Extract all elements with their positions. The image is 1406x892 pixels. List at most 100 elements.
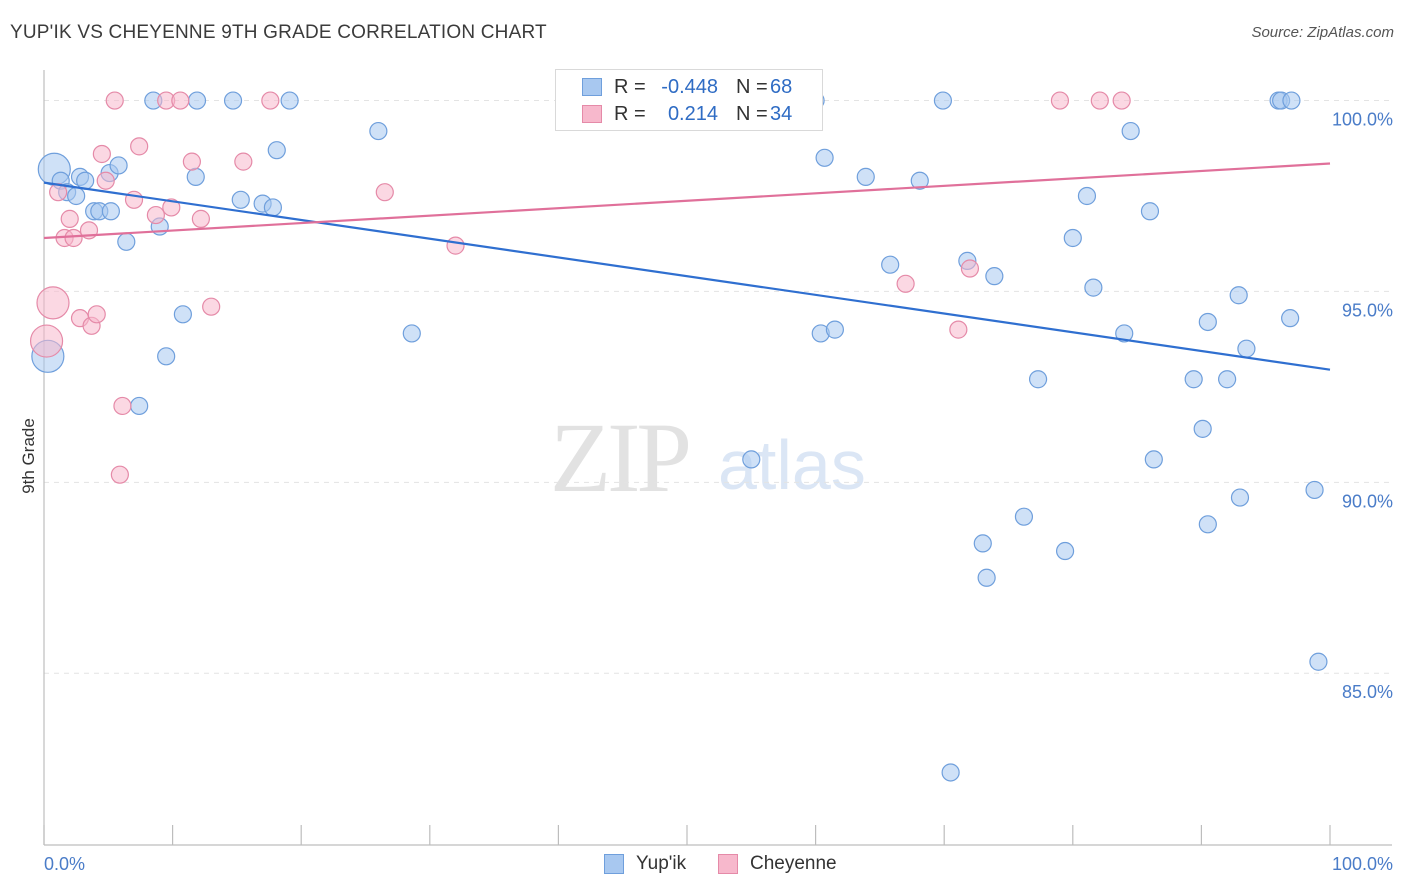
yupik-point xyxy=(1055,541,1075,561)
legend-row-yupik: R = -0.448 N = 68 xyxy=(556,74,822,100)
yupik-point xyxy=(881,255,900,274)
cheyenne-point xyxy=(113,396,132,416)
cheyenne-point xyxy=(896,274,915,293)
yupik-point xyxy=(856,167,875,186)
yupik-point xyxy=(130,396,149,416)
yupik-point xyxy=(117,232,136,251)
yupik-point xyxy=(223,91,243,110)
cheyenne-point xyxy=(234,152,253,171)
yupik-point xyxy=(187,91,207,110)
yupik-point xyxy=(1140,202,1160,221)
yupik-point xyxy=(1281,309,1300,328)
cheyenne-point xyxy=(1112,91,1131,110)
series-yupik-points xyxy=(31,91,1328,782)
yupik-point xyxy=(1198,312,1217,332)
y-tick-label: 85.0% xyxy=(1342,682,1393,702)
yupik-point xyxy=(1084,278,1103,297)
yupik-point xyxy=(67,186,86,206)
axes xyxy=(43,70,1392,846)
legend-swatch-yupik xyxy=(582,78,602,96)
cheyenne-point xyxy=(110,465,129,484)
legend-n-value: 34 xyxy=(770,103,793,125)
cheyenne-point xyxy=(162,198,181,217)
yupik-point xyxy=(1309,652,1328,671)
yupik-point xyxy=(941,763,960,782)
legend-row-cheyenne: R = 0.214 N = 34 xyxy=(556,101,822,127)
y-tick-label: 90.0% xyxy=(1342,491,1393,511)
trend-line-yupik xyxy=(43,181,1331,371)
legend-swatch-cheyenne xyxy=(582,105,602,123)
yupik-point xyxy=(1144,450,1163,469)
yupik-point xyxy=(1237,339,1256,358)
y-tick-label: 95.0% xyxy=(1342,300,1393,320)
chart-title: YUP'IK VS CHEYENNE 9TH GRADE CORRELATION… xyxy=(10,22,547,43)
y-axis-title: 9th Grade xyxy=(19,418,38,494)
cheyenne-point xyxy=(949,320,968,339)
legend-r-value: 0.214 xyxy=(667,103,718,125)
cheyenne-point xyxy=(36,286,70,320)
yupik-point xyxy=(985,267,1004,286)
tick-labels: 85.0% 90.0% 95.0% 100.0% 0.0% 100.0% 9th Grade xyxy=(19,110,1393,874)
yupik-point xyxy=(173,305,192,324)
legend-r-value: -0.448 xyxy=(661,76,718,98)
yupik-point xyxy=(1193,419,1212,438)
yupik-point xyxy=(1063,228,1082,248)
legend-r-label: R = xyxy=(614,76,646,98)
yupik-point xyxy=(1218,370,1237,389)
yupik-point xyxy=(280,91,299,110)
cheyenne-point xyxy=(960,259,980,278)
cheyenne-point xyxy=(96,171,115,190)
yupik-point xyxy=(1077,186,1097,206)
cheyenne-point xyxy=(146,205,165,225)
cheyenne-point xyxy=(191,209,210,228)
yupik-point xyxy=(263,198,283,217)
yupik-point xyxy=(1121,121,1140,141)
cheyenne-point xyxy=(446,236,465,255)
yupik-point xyxy=(1282,91,1301,110)
legend-swatch-cheyenne xyxy=(718,854,738,874)
trend-line-cheyenne xyxy=(43,162,1331,240)
source-label: Source: ZipAtlas.com xyxy=(1251,24,1394,41)
yupik-point xyxy=(977,568,996,587)
yupik-point xyxy=(815,148,834,167)
cheyenne-point xyxy=(1050,91,1070,110)
watermark-atlas: atlas xyxy=(718,426,866,504)
yupik-point xyxy=(1014,507,1034,526)
cheyenne-point xyxy=(202,297,221,316)
cheyenne-point xyxy=(105,91,124,110)
series-cheyenne-points xyxy=(29,91,1131,484)
legend-n-value: 68 xyxy=(770,76,793,98)
yupik-point xyxy=(742,450,761,469)
yupik-point xyxy=(186,167,205,186)
yupik-point xyxy=(1184,370,1203,389)
yupik-point xyxy=(1115,324,1134,343)
legend-swatch-yupik xyxy=(604,854,624,874)
yupik-point xyxy=(933,91,953,110)
x-tick-label: 100.0% xyxy=(1332,854,1393,874)
yupik-point xyxy=(267,141,286,160)
cheyenne-point xyxy=(171,91,190,110)
cheyenne-point xyxy=(261,91,280,110)
cheyenne-point xyxy=(182,152,201,171)
yupik-point xyxy=(157,347,176,366)
cheyenne-point xyxy=(87,305,106,324)
yupik-point xyxy=(910,171,929,190)
correlation-legend: R = -0.448 N = 68 R = 0.214 N = 34 xyxy=(555,69,823,131)
cheyenne-point xyxy=(60,209,79,228)
yupik-point xyxy=(825,320,844,339)
cheyenne-point xyxy=(29,324,64,358)
yupik-point xyxy=(109,156,128,175)
yupik-point xyxy=(101,202,120,221)
yupik-point xyxy=(231,190,250,209)
yupik-point xyxy=(402,324,421,343)
x-tick-label: 0.0% xyxy=(44,854,85,874)
yupik-point xyxy=(1198,515,1217,534)
yupik-point xyxy=(1028,370,1048,389)
cheyenne-point xyxy=(92,144,111,164)
trend-lines xyxy=(43,162,1331,371)
cheyenne-point xyxy=(64,228,83,248)
legend-label-cheyenne: Cheyenne xyxy=(750,853,837,874)
y-tick-label: 100.0% xyxy=(1332,110,1393,130)
legend-n-label: N = xyxy=(736,103,768,125)
